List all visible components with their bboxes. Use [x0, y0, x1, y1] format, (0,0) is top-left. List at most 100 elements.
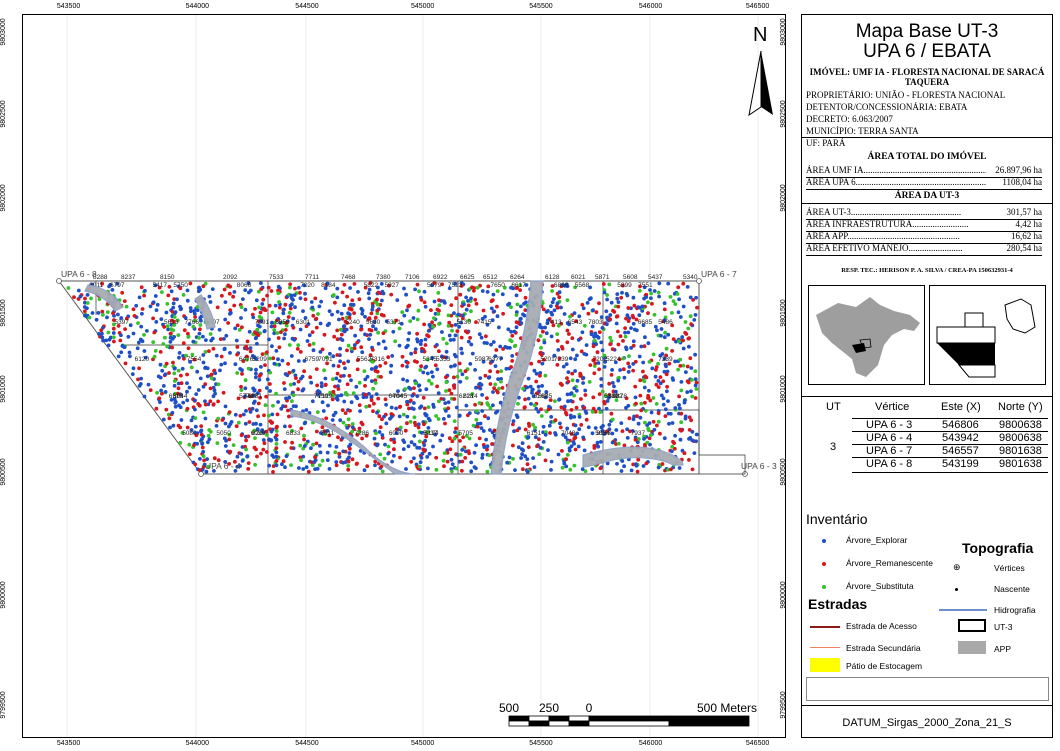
- tree-point: [194, 433, 199, 438]
- tree-point: [454, 426, 458, 431]
- tree-point: [452, 397, 457, 401]
- tree-point: [85, 301, 90, 305]
- inventory-number: 5899: [617, 282, 632, 289]
- tree-point: [137, 366, 141, 371]
- tree-point: [467, 436, 472, 441]
- tree-point: [367, 287, 372, 292]
- tree-point: [342, 303, 347, 308]
- tree-point: [633, 437, 638, 442]
- tree-point: [505, 460, 510, 465]
- inventory-number: 6128: [545, 274, 560, 281]
- tree-point: [383, 346, 388, 351]
- tree-point: [203, 402, 208, 407]
- tree-point: [546, 407, 551, 412]
- tree-point: [447, 286, 452, 291]
- tree-point: [203, 350, 208, 354]
- tree-point: [690, 438, 695, 443]
- tree-point: [241, 297, 245, 301]
- tree-point: [228, 284, 233, 289]
- tree-point: [245, 357, 249, 362]
- tree-point: [525, 457, 530, 461]
- tree-point: [274, 450, 279, 455]
- uf-text: UF: PARÁ: [806, 138, 846, 148]
- tree-point: [541, 440, 546, 444]
- tree-point: [327, 309, 332, 313]
- tree-point: [518, 283, 523, 287]
- tree-point: [383, 361, 388, 365]
- tree-point: [549, 415, 554, 419]
- tree-point: [440, 354, 444, 359]
- tree-point: [348, 446, 352, 451]
- tree-point: [178, 286, 183, 291]
- tree-point: [377, 414, 382, 419]
- tree-point: [384, 402, 388, 407]
- tree-point: [258, 310, 263, 315]
- tree-point: [609, 300, 614, 305]
- tree-point: [589, 296, 593, 301]
- table-header-ut: UT: [826, 401, 841, 413]
- tree-point: [507, 455, 512, 460]
- tree-point: [111, 311, 115, 315]
- tree-point: [198, 316, 203, 320]
- tree-point: [331, 393, 335, 398]
- tree-point: [364, 404, 369, 409]
- tree-point: [666, 281, 671, 286]
- tree-point: [566, 379, 571, 384]
- tree-point: [253, 436, 257, 440]
- tree-point: [570, 336, 575, 341]
- tree-point: [472, 450, 477, 455]
- tree-point: [626, 403, 631, 408]
- x-tick-top-6: 546500: [745, 3, 770, 10]
- tree-point: [377, 430, 382, 434]
- tree-point: [434, 467, 439, 472]
- tree-point: [408, 319, 413, 323]
- tree-point: [658, 375, 663, 379]
- tree-point: [406, 444, 411, 449]
- tree-point: [426, 426, 431, 430]
- tree-point: [670, 444, 675, 449]
- tree-point: [613, 360, 618, 365]
- tree-point: [350, 457, 355, 462]
- tree-point: [568, 467, 573, 472]
- tree-point: [687, 415, 692, 420]
- tree-point: [637, 313, 642, 318]
- tree-point: [556, 452, 561, 457]
- tree-point: [265, 433, 269, 437]
- tree-point: [338, 327, 343, 332]
- tree-point: [352, 343, 357, 347]
- tree-point: [134, 303, 139, 308]
- tree-point: [301, 454, 306, 459]
- tree-point: [314, 325, 319, 330]
- tree-point: [618, 334, 623, 339]
- tree-point: [128, 323, 133, 328]
- tree-point: [548, 398, 553, 402]
- tree-point: [219, 362, 224, 367]
- tree-point: [573, 447, 578, 452]
- tree-point: [427, 451, 432, 456]
- tree-point: [659, 393, 664, 398]
- tree-point: [126, 334, 131, 339]
- tree-point: [538, 334, 543, 338]
- tree-point: [317, 463, 322, 468]
- tree-point: [438, 438, 443, 443]
- tree-point: [616, 441, 621, 446]
- tree-point: [108, 282, 113, 287]
- tree-point: [235, 352, 240, 357]
- tree-point: [574, 405, 579, 410]
- tree-point: [367, 316, 372, 321]
- tree-point: [275, 318, 279, 323]
- tree-point: [624, 316, 628, 321]
- tree-point: [373, 327, 378, 332]
- tree-point: [166, 412, 171, 417]
- tree-point: [188, 360, 193, 364]
- tree-point: [251, 422, 256, 426]
- tree-point: [176, 386, 181, 391]
- tree-point: [529, 361, 534, 366]
- tree-point: [370, 379, 374, 383]
- tree-point: [142, 349, 147, 353]
- tree-point: [211, 346, 216, 351]
- tree-point: [437, 298, 441, 303]
- tree-point: [624, 345, 628, 350]
- tree-point: [425, 371, 430, 376]
- tree-point: [173, 310, 178, 315]
